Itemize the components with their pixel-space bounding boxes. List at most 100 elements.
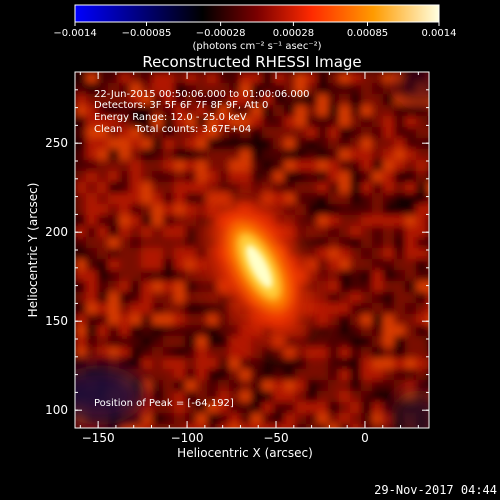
noise-cell	[394, 182, 405, 193]
noise-cell	[361, 369, 372, 380]
noise-cell	[350, 402, 361, 413]
noise-cell	[394, 358, 405, 369]
noise-cell	[383, 314, 394, 325]
noise-cell	[152, 424, 163, 428]
noise-cell	[185, 226, 196, 237]
image-area	[75, 72, 429, 428]
noise-cell	[306, 149, 317, 160]
noise-cell	[218, 347, 229, 358]
noise-cell	[185, 402, 196, 413]
noise-cell	[295, 413, 306, 424]
noise-cell	[163, 83, 174, 94]
noise-cell	[86, 160, 97, 171]
noise-cell	[273, 127, 284, 138]
noise-cell	[317, 358, 328, 369]
noise-cell	[141, 325, 152, 336]
noise-cell	[97, 292, 108, 303]
noise-cell	[218, 116, 229, 127]
noise-cell	[185, 391, 196, 402]
noise-cell	[141, 248, 152, 259]
noise-cell	[240, 358, 251, 369]
noise-cell	[86, 424, 97, 428]
noise-cell	[75, 105, 86, 116]
noise-cell	[185, 127, 196, 138]
noise-cell	[185, 259, 196, 270]
noise-cell	[141, 105, 152, 116]
noise-cell	[383, 369, 394, 380]
noise-cell	[273, 391, 284, 402]
noise-cell	[416, 292, 427, 303]
noise-cell	[141, 270, 152, 281]
noise-cell	[97, 138, 108, 149]
noise-cell	[108, 138, 119, 149]
noise-cell	[174, 160, 185, 171]
noise-cell	[339, 237, 350, 248]
noise-cell	[196, 369, 207, 380]
noise-cell	[317, 413, 328, 424]
colorbar: −0.0014 −0.00085 −0.00028 0.00028 0.00085 0.0…	[53, 4, 457, 52]
noise-cell	[218, 325, 229, 336]
noise-cell	[251, 127, 262, 138]
noise-cell	[284, 413, 295, 424]
noise-cell	[130, 215, 141, 226]
noise-cell	[405, 369, 416, 380]
noise-cell	[273, 171, 284, 182]
noise-cell	[394, 270, 405, 281]
noise-cell	[229, 83, 240, 94]
noise-cell	[97, 215, 108, 226]
noise-cell	[416, 204, 427, 215]
noise-cell	[328, 292, 339, 303]
noise-cell	[86, 94, 97, 105]
noise-cell	[317, 116, 328, 127]
noise-cell	[262, 72, 273, 83]
noise-cell	[174, 204, 185, 215]
noise-cell	[240, 413, 251, 424]
noise-cell	[383, 281, 394, 292]
noise-cell	[372, 94, 383, 105]
noise-cell	[361, 325, 372, 336]
noise-cell	[163, 424, 174, 428]
noise-cell	[119, 215, 130, 226]
noise-cell	[306, 94, 317, 105]
time-range-text: 22-Jun-2015 00:50:06.000 to 01:00:06.000	[94, 89, 310, 100]
noise-cell	[394, 226, 405, 237]
noise-cell	[295, 149, 306, 160]
noise-cell	[416, 127, 427, 138]
noise-cell	[163, 314, 174, 325]
noise-cell	[207, 303, 218, 314]
noise-cell	[119, 314, 130, 325]
noise-cell	[284, 391, 295, 402]
noise-cell	[339, 259, 350, 270]
noise-cell	[295, 358, 306, 369]
noise-cell	[163, 237, 174, 248]
noise-cell	[185, 160, 196, 171]
noise-cell	[75, 281, 86, 292]
noise-cell	[427, 292, 429, 303]
y-tick-label: 250	[45, 136, 68, 150]
noise-cell	[97, 358, 108, 369]
noise-cell	[350, 347, 361, 358]
noise-cell	[372, 248, 383, 259]
noise-cell	[339, 138, 350, 149]
noise-cell	[251, 402, 262, 413]
y-axis-ticks: 100 150 200 250	[45, 71, 429, 429]
noise-cell	[240, 347, 251, 358]
noise-cell	[372, 226, 383, 237]
noise-cell	[152, 292, 163, 303]
noise-cell	[394, 204, 405, 215]
noise-cell	[229, 138, 240, 149]
noise-cell	[383, 259, 394, 270]
noise-cell	[152, 215, 163, 226]
noise-cell	[229, 380, 240, 391]
noise-cell	[339, 325, 350, 336]
noise-cell	[405, 237, 416, 248]
noise-cell	[174, 402, 185, 413]
noise-cell	[372, 116, 383, 127]
noise-cell	[119, 281, 130, 292]
noise-cell	[229, 358, 240, 369]
noise-cell	[130, 127, 141, 138]
colorbar-ticks: −0.0014 −0.00085 −0.00028 0.00028 0.00085 0.0…	[53, 22, 457, 39]
noise-cell	[141, 281, 152, 292]
colorbar-gradient	[74, 4, 440, 23]
noise-cell	[262, 380, 273, 391]
